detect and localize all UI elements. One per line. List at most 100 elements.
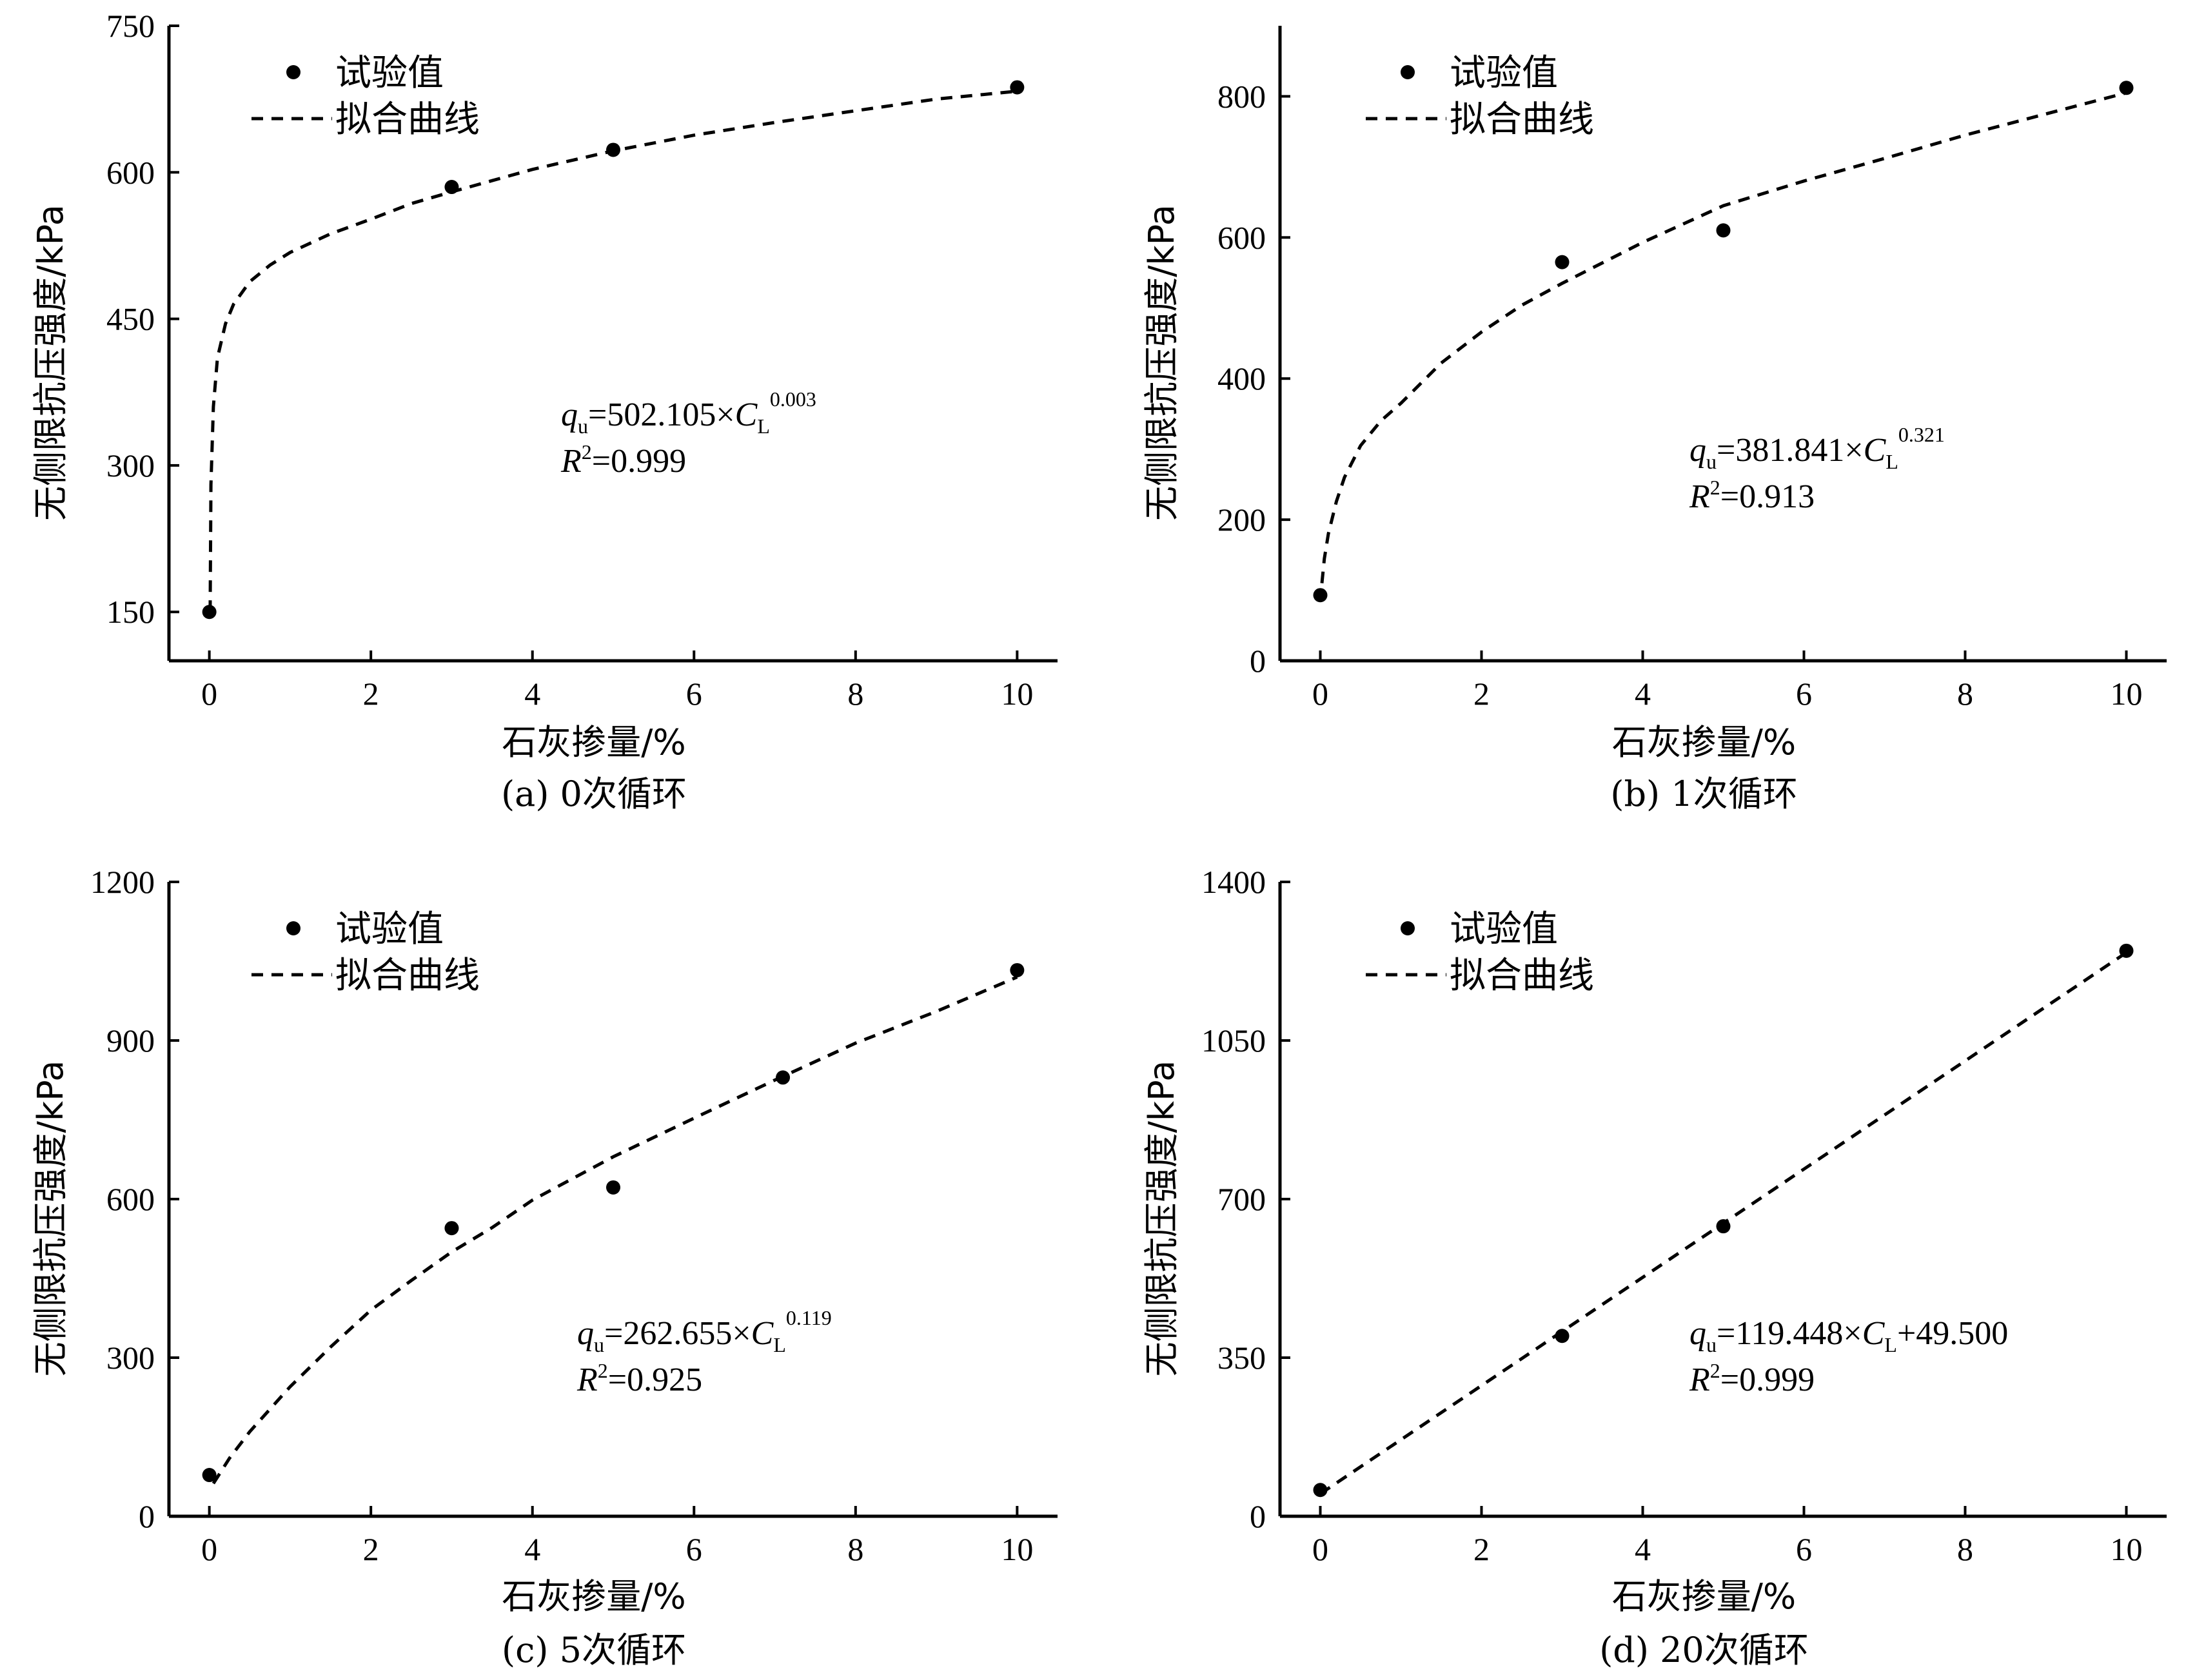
x-tick-label: 8 (1957, 1531, 1973, 1567)
fit-r-squared: R2=0.999 (560, 440, 686, 480)
fit-r-squared: R2=0.913 (1689, 476, 1815, 515)
data-point (1010, 962, 1025, 977)
x-tick-label: 10 (2111, 1531, 2143, 1567)
panel-caption: (b) 1次循环 (1610, 774, 1797, 814)
y-tick-label: 1050 (1201, 1022, 1266, 1059)
y-tick-label: 700 (1217, 1181, 1266, 1217)
x-tick-label: 0 (201, 1531, 217, 1567)
fit-equation: qu=262.655×CL0.119 (577, 1306, 832, 1356)
y-axis-title: 无侧限抗压强度/kPa (1141, 1060, 1182, 1377)
y-tick-label: 900 (106, 1022, 155, 1059)
legend-label-fit: 拟合曲线 (335, 99, 480, 141)
panel-caption: (c) 5次循环 (502, 1630, 686, 1670)
y-axis-title: 无侧限抗压强度/kPa (30, 204, 71, 521)
y-tick-label: 0 (139, 1498, 155, 1534)
fit-r-squared: R2=0.999 (1689, 1359, 1815, 1398)
chart-panel-2: 0 2 4 6 8 10 0 200 400 600 800 石灰掺量/% 无侧限抗压强度/kPa (b)… (1141, 26, 2167, 814)
data-point (1313, 1483, 1328, 1498)
x-tick-label: 8 (847, 1531, 863, 1567)
data-point (202, 1468, 217, 1483)
x-tick-label: 6 (1796, 676, 1812, 712)
legend-label-points: 试验值 (335, 908, 444, 950)
chart-panel-3: 0 2 4 6 8 10 0 300 600 900 1200 石灰掺量/% 无侧限抗压强度/kPa (c… (30, 864, 1058, 1670)
legend-label-fit: 拟合曲线 (1450, 99, 1594, 141)
fit-equation: qu=381.841×CL0.321 (1689, 423, 1945, 473)
legend-point-marker (286, 65, 300, 79)
data-point (444, 1221, 459, 1236)
data-point (1716, 1219, 1731, 1234)
y-axis-title: 无侧限抗压强度/kPa (30, 1060, 71, 1377)
legend-label-points: 试验值 (1450, 908, 1558, 950)
y-tick-label: 0 (1250, 643, 1266, 679)
x-tick-label: 8 (1957, 676, 1973, 712)
data-point (1313, 588, 1328, 603)
fit-curve-line (212, 975, 1018, 1485)
data-point (2119, 81, 2134, 95)
y-tick-label: 300 (106, 447, 155, 483)
y-tick-label: 150 (106, 594, 155, 630)
chart-panel-4: 0 2 4 6 8 10 0 350 700 1050 1400 石灰掺量/% 无侧限抗压强度/kPa (… (1141, 864, 2167, 1670)
data-point (1716, 223, 1731, 238)
fit-equation: qu=502.105×CL0.003 (561, 387, 816, 438)
y-tick-label: 750 (106, 8, 155, 44)
y-tick-label: 200 (1217, 502, 1266, 538)
x-tick-label: 0 (1312, 1531, 1328, 1567)
panel-caption: (a) 0次循环 (501, 774, 687, 814)
x-tick-label: 6 (686, 676, 702, 712)
x-tick-label: 2 (1473, 1531, 1490, 1567)
data-point (606, 1180, 620, 1195)
data-point (1555, 1329, 1570, 1343)
data-point (202, 605, 217, 620)
x-tick-label: 4 (1635, 676, 1651, 712)
x-axis-title: 石灰掺量/% (502, 1576, 686, 1617)
x-tick-label: 2 (1473, 676, 1490, 712)
x-axis-title: 石灰掺量/% (502, 722, 686, 763)
x-tick-label: 4 (1635, 1531, 1651, 1567)
x-tick-label: 4 (524, 676, 540, 712)
y-tick-label: 600 (106, 1181, 155, 1217)
legend-label-points: 试验值 (335, 52, 444, 94)
fit-curve-line (208, 90, 1018, 612)
y-tick-label: 350 (1217, 1340, 1266, 1376)
x-tick-label: 4 (524, 1531, 540, 1567)
x-tick-label: 2 (363, 676, 379, 712)
data-point (1010, 80, 1025, 95)
chart-panel-1: 0 2 4 6 8 10 150 300 450 600 750 石灰掺量/% 无侧限抗压强度/kPa (… (30, 8, 1058, 814)
fit-r-squared: R2=0.925 (576, 1359, 702, 1398)
x-tick-label: 6 (1796, 1531, 1812, 1567)
y-tick-label: 400 (1217, 360, 1266, 396)
y-axis-title: 无侧限抗压强度/kPa (1141, 204, 1182, 521)
x-tick-label: 10 (2111, 676, 2143, 712)
y-tick-label: 450 (106, 301, 155, 337)
x-tick-label: 10 (1001, 676, 1033, 712)
x-axis-title: 石灰掺量/% (1612, 1576, 1797, 1617)
x-tick-label: 0 (201, 676, 217, 712)
y-tick-label: 0 (1250, 1498, 1266, 1534)
legend-point-marker (286, 921, 300, 935)
x-tick-label: 2 (363, 1531, 379, 1567)
data-point (444, 180, 459, 195)
data-point (1555, 255, 1570, 269)
data-point (2119, 943, 2134, 958)
legend-point-marker (1401, 921, 1415, 935)
data-point (606, 142, 620, 157)
y-tick-label: 300 (106, 1340, 155, 1376)
data-point (776, 1070, 791, 1085)
panel-caption: (d) 20次循环 (1599, 1630, 1809, 1670)
legend-label-points: 试验值 (1450, 52, 1558, 94)
x-tick-label: 10 (1001, 1531, 1033, 1567)
y-tick-label: 600 (1217, 219, 1266, 255)
legend-label-fit: 拟合曲线 (1450, 955, 1594, 997)
y-tick-label: 800 (1217, 78, 1266, 114)
x-tick-label: 8 (847, 676, 863, 712)
x-tick-label: 0 (1312, 676, 1328, 712)
y-tick-label: 1400 (1201, 864, 1266, 900)
fit-curve-line (1320, 91, 2127, 583)
x-tick-label: 6 (686, 1531, 702, 1567)
y-tick-label: 1200 (90, 864, 155, 900)
fit-equation: qu=119.448×CL+49.500 (1689, 1315, 2008, 1356)
y-tick-label: 600 (106, 154, 155, 190)
x-axis-title: 石灰掺量/% (1612, 722, 1797, 763)
legend-point-marker (1401, 65, 1415, 79)
